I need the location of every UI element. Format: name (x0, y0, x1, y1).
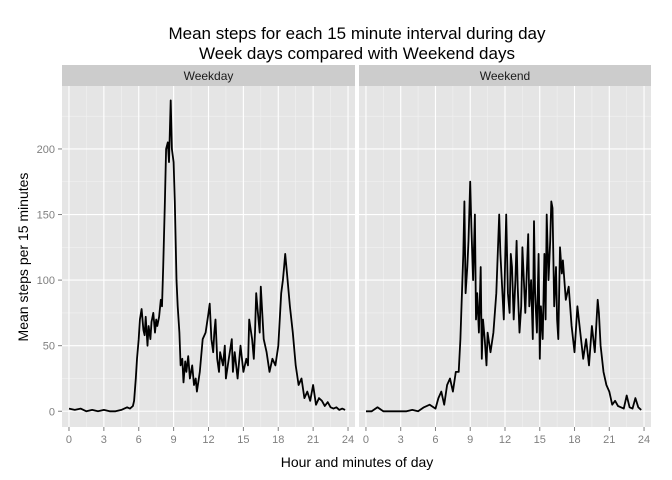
x-tick-label: 21 (307, 434, 319, 446)
y-tick-label: 50 (43, 341, 55, 353)
x-tick-label: 6 (136, 434, 142, 446)
x-tick-label: 3 (398, 434, 404, 446)
facet-strip (62, 65, 355, 86)
y-axis-title: Mean steps per 15 minutes (15, 173, 31, 342)
x-tick-label: 15 (534, 434, 546, 446)
facet-strip-label: Weekend (480, 69, 530, 83)
x-tick-label: 15 (237, 434, 249, 446)
y-tick-label: 0 (49, 406, 55, 418)
x-axis-title: Hour and minutes of day (281, 454, 434, 470)
x-tick-label: 18 (272, 434, 284, 446)
x-tick-label: 12 (202, 434, 214, 446)
x-tick-label: 24 (638, 434, 650, 446)
x-tick-label: 9 (467, 434, 473, 446)
x-tick-label: 12 (499, 434, 511, 446)
facet-strip-label: Weekday (184, 69, 234, 83)
chart-title-line-1: Mean steps for each 15 minute interval d… (168, 24, 546, 43)
x-tick-label: 24 (342, 434, 354, 446)
series-line (366, 180, 642, 413)
panel-weekday: Weekday 0 3 6 9 12 15 18 21 24 (62, 65, 355, 446)
x-tick-label: 21 (603, 434, 615, 446)
x-tick-label: 3 (101, 434, 107, 446)
y-tick-label: 150 (37, 210, 55, 222)
x-tick-label: 6 (432, 434, 438, 446)
y-tick-label: 100 (37, 275, 55, 287)
x-tick-label: 0 (66, 434, 72, 446)
x-tick-label: 0 (363, 434, 369, 446)
x-tick-label: 18 (568, 434, 580, 446)
y-axis: 0 50 100 150 200 (37, 144, 62, 418)
x-tick-label: 9 (171, 434, 177, 446)
facet-strip (359, 65, 651, 86)
chart-title-line-2: Week days compared with Weekend days (199, 44, 515, 63)
y-tick-label: 200 (37, 144, 55, 156)
series-line (68, 99, 346, 413)
panel-weekend: Weekend 0 3 6 9 12 15 18 21 24 (359, 65, 651, 446)
